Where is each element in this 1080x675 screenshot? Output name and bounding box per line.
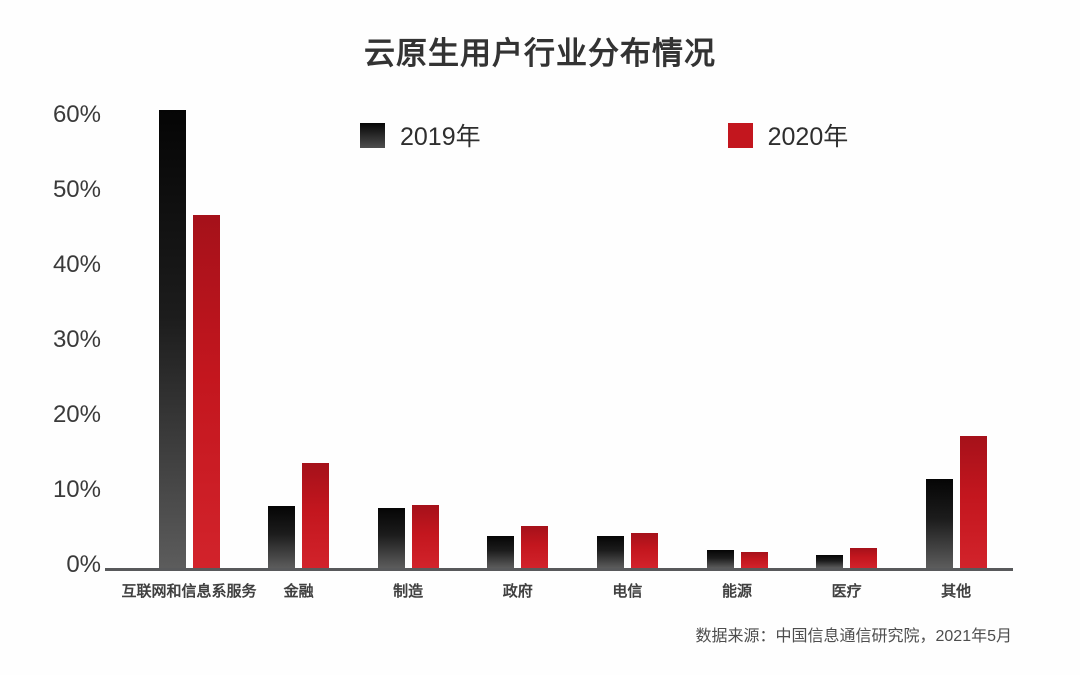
y-axis-tick: 40%: [52, 251, 101, 279]
bar-2020-6: [850, 548, 878, 568]
bar-2020-1: [302, 463, 330, 568]
x-axis-label: 政府: [502, 583, 533, 600]
y-axis-tick: 50%: [52, 176, 101, 204]
bar-2020-3: [521, 526, 549, 568]
legend-swatch-2020: [727, 122, 753, 148]
bar-2019-4: [596, 536, 624, 568]
y-axis-tick: 0%: [66, 551, 101, 579]
bar-2020-5: [740, 552, 768, 568]
legend-label-2019: 2019年: [400, 123, 481, 151]
bar-2019-5: [706, 550, 734, 568]
bar-2019-7: [925, 479, 953, 568]
y-axis-tick: 10%: [52, 476, 101, 504]
source-note: 数据来源：中国信息通信研究院，2021年5月: [695, 628, 1013, 645]
x-axis-label: 金融: [283, 583, 314, 600]
bar-2019-3: [487, 536, 515, 568]
bar-2019-1: [268, 506, 296, 568]
y-axis-tick: 30%: [52, 326, 101, 354]
legend-item-2020: 2020年: [727, 117, 849, 153]
y-axis-tick: 20%: [52, 401, 101, 429]
y-axis-tick: 60%: [52, 101, 101, 129]
x-axis-label: 互联网和信息系服务: [121, 583, 257, 600]
bar-2020-4: [630, 533, 658, 568]
x-axis-label: 医疗: [831, 583, 862, 600]
bar-2019-0: [158, 110, 186, 568]
bar-2020-0: [192, 215, 220, 568]
x-axis-label: 其他: [941, 583, 972, 600]
x-axis-label: 制造: [393, 583, 424, 600]
x-axis-line: [105, 568, 1013, 571]
bar-2019-6: [816, 555, 844, 568]
chart-title: 云原生用户行业分布情况: [364, 36, 716, 71]
bar-2019-2: [377, 508, 405, 568]
legend-label-2020: 2020年: [767, 123, 849, 151]
bar-2020-2: [411, 505, 439, 568]
legend-item-2019: 2019年: [360, 117, 481, 153]
legend: 2019年 2020年: [360, 117, 848, 153]
x-axis-label: 电信: [612, 583, 643, 600]
legend-swatch-2019: [360, 122, 385, 148]
bar-2020-7: [959, 436, 987, 568]
x-axis-label: 能源: [721, 583, 752, 600]
